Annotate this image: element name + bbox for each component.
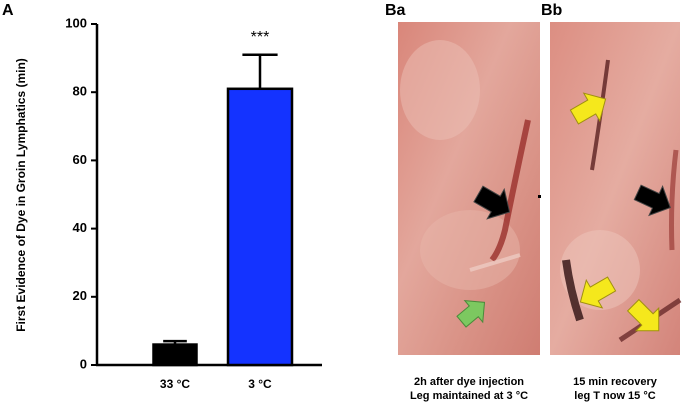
- caption: Leg maintained at 3 °C: [410, 390, 528, 402]
- photo: [550, 22, 682, 355]
- x-tick-label: 3 °C: [248, 377, 272, 391]
- bar: [152, 343, 198, 367]
- y-tick-label: 60: [73, 152, 87, 167]
- y-tick-label: 40: [73, 220, 87, 235]
- photo: [398, 22, 540, 355]
- y-axis-label: First Evidence of Dye in Groin Lymphatic…: [14, 58, 28, 332]
- bar: [226, 87, 294, 367]
- panel-label: Ba: [385, 2, 406, 19]
- y-tick-label: 80: [73, 84, 87, 99]
- x-tick-label: 33 °C: [160, 377, 190, 391]
- y-tick-label: 20: [73, 288, 87, 303]
- panel-label: Bb: [541, 2, 563, 19]
- caption: 15 min recovery: [573, 376, 658, 388]
- caption: leg T now 15 °C: [574, 390, 655, 402]
- annotation: ***: [251, 29, 270, 46]
- panel-label: A: [2, 2, 14, 19]
- dot: [538, 195, 541, 198]
- y-tick-label: 100: [65, 15, 87, 30]
- caption: 2h after dye injection: [414, 376, 524, 388]
- y-tick-label: 0: [80, 356, 87, 371]
